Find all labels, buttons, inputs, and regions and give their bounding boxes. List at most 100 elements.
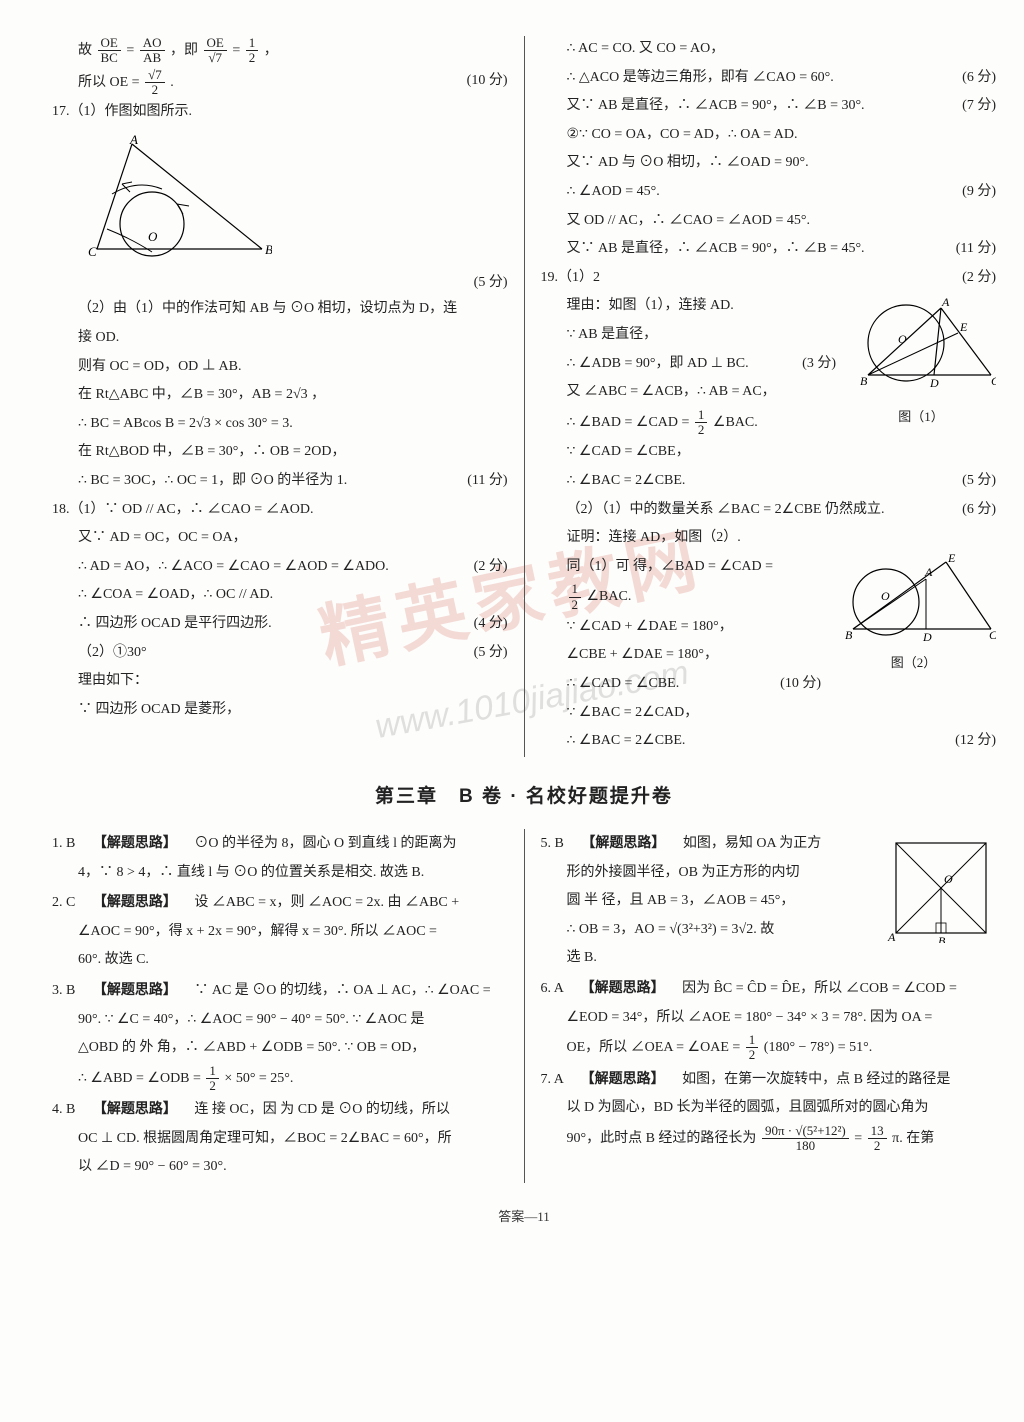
fraction: 12: [246, 36, 259, 66]
label: 【解题思路】: [93, 834, 177, 850]
text: 3. B: [52, 983, 89, 998]
fraction: 12: [206, 1064, 219, 1094]
score: (3 分): [802, 351, 836, 378]
text: ∵ AC 是 ⊙O 的切线，∴ OA ⊥ AC，∴ ∠OAC =: [180, 983, 490, 998]
figure-5-svg: O A B: [886, 833, 996, 943]
bottom-right-col: O A B 5. B 【解题思路】 如图，易知 OA 为正方 形的外接圆半径，O…: [527, 829, 997, 1183]
text: （2）（1）中的数量关系 ∠BAC = 2∠CBE 仍然成立.: [567, 502, 885, 517]
text: 设 ∠ABC = x，则 ∠AOC = 2x. 由 ∠ABC +: [180, 895, 459, 910]
score: (10 分): [467, 68, 508, 95]
line: 所以 OE = √72 . (10 分): [52, 68, 508, 98]
line: 又 OD // AC，∴ ∠CAO = ∠AOD = 45°.: [541, 208, 997, 235]
line: ∴ ∠AOD = 45°.(9 分): [541, 179, 997, 206]
score: (11 分): [467, 468, 507, 495]
line: 又∵ AD = OC，OC = OA，: [52, 525, 508, 552]
line: 4. B 【解题思路】 连 接 OC，因 为 CD 是 ⊙O 的切线，所以: [52, 1095, 508, 1124]
text: （2）①30°: [78, 645, 147, 660]
column-divider: [524, 829, 525, 1183]
figure-caption: 图（1）: [846, 405, 996, 430]
line: ∠AOC = 90°，得 x + 2x = 90°，解得 x = 30°. 所以…: [52, 919, 508, 946]
page-footer: 答案—11: [52, 1205, 996, 1230]
line: ∴ ∠BAC = 2∠CBE. (5 分): [541, 468, 997, 495]
score: (5 分): [474, 640, 508, 667]
fraction: OE√7: [204, 36, 227, 66]
line: 19.（1）2(2 分): [541, 265, 997, 292]
line: 以 ∠D = 90° − 60° = 30°.: [52, 1154, 508, 1181]
line: ∴ BC = ABcos B = 2√3 × cos 30° = 3.: [52, 411, 508, 438]
svg-text:O: O: [148, 229, 158, 244]
line: 则有 OC = OD，OD ⊥ AB.: [52, 354, 508, 381]
text: ∴ ∠BAD = ∠CAD =: [567, 415, 693, 430]
line: 选 B.: [541, 945, 997, 972]
line: ∴ AC = CO. 又 CO = AO，: [541, 36, 997, 63]
column-divider: [524, 36, 525, 757]
svg-text:A: A: [129, 134, 138, 147]
line: ∴ △ACO 是等边三角形，即有 ∠CAO = 60°.(6 分): [541, 65, 997, 92]
svg-text:E: E: [947, 554, 956, 565]
text: 所以 OE =: [78, 75, 143, 90]
text: 90°，此时点 B 经过的路径长为: [567, 1131, 760, 1146]
score: (2 分): [962, 265, 996, 292]
text: 因为 B̂C = ĈD = D̂E，所以 ∠COB = ∠COD =: [668, 981, 957, 996]
text: 又∵ AB 是直径，∴ ∠ACB = 90°，∴ ∠B = 45°.: [567, 241, 865, 256]
top-right-col: ∴ AC = CO. 又 CO = AO， ∴ △ACO 是等边三角形，即有 ∠…: [527, 36, 997, 757]
fraction: 12: [569, 582, 582, 612]
fraction: 132: [868, 1124, 887, 1154]
score: (2 分): [474, 554, 508, 581]
line: 在 Rt△BOD 中，∠B = 30°，∴ OB = 2OD，: [52, 439, 508, 466]
score: (5 分): [962, 468, 996, 495]
section-title: 第三章 B 卷 · 名校好题提升卷: [52, 779, 996, 815]
text: π. 在第: [892, 1131, 934, 1146]
text: ∴ BC = 3OC，∴ OC = 1，即 ⊙O 的半径为 1.: [78, 473, 347, 488]
svg-text:D: D: [922, 630, 932, 644]
top-left-col: 故 OEBC = AOAB ，即 OE√7 = 12 ， 所以 OE = √72…: [52, 36, 522, 757]
text: 如图，易知 OA 为正方: [669, 836, 821, 851]
fraction: √72: [145, 68, 165, 98]
svg-text:O: O: [898, 332, 907, 346]
text: 7. A: [541, 1072, 578, 1087]
svg-text:D: D: [929, 376, 939, 390]
score: (12 分): [955, 728, 996, 755]
line: 理由如下：: [52, 668, 508, 695]
figure-19-1: A B C D E O 图（1）: [846, 293, 996, 430]
text: ∠BAC.: [587, 589, 632, 604]
svg-text:B: B: [938, 934, 946, 943]
text: 又∵ AB 是直径，∴ ∠ACB = 90°，∴ ∠B = 30°.: [567, 98, 865, 113]
top-columns: 故 OEBC = AOAB ，即 OE√7 = 12 ， 所以 OE = √72…: [52, 36, 996, 757]
line: 7. A 【解题思路】 如图，在第一次旋转中，点 B 经过的路径是: [541, 1065, 997, 1094]
text: ∴ ∠BAC = 2∠CBE.: [567, 473, 686, 488]
line: 4，∵ 8 > 4，∴ 直线 l 与 ⊙O 的位置关系是相交. 故选 B.: [52, 860, 508, 887]
line: ∴ 四边形 OCAD 是平行四边形. (4 分): [52, 611, 508, 638]
text: .: [170, 75, 174, 90]
svg-text:O: O: [944, 872, 953, 886]
svg-text:B: B: [265, 242, 272, 257]
text: ∴ ∠CAD = ∠CBE.: [567, 676, 680, 691]
figure-5: O A B: [886, 833, 996, 943]
text: ∴ ∠BAC = 2∠CBE.: [567, 733, 686, 748]
line: 1. B 【解题思路】 ⊙O 的半径为 8，圆心 O 到直线 l 的距离为: [52, 829, 508, 858]
score: (10 分): [780, 671, 821, 698]
svg-text:B: B: [845, 628, 853, 642]
line: 2. C 【解题思路】 设 ∠ABC = x，则 ∠AOC = 2x. 由 ∠A…: [52, 888, 508, 917]
line: ∠EOD = 34°，所以 ∠AOE = 180° − 34° × 3 = 78…: [541, 1005, 997, 1032]
line: △OBD 的 外 角，∴ ∠ABD + ∠ODB = 50°. ∵ OB = O…: [52, 1035, 508, 1062]
line: 90°. ∵ ∠C = 40°，∴ ∠AOC = 90° − 40° = 50°…: [52, 1007, 508, 1034]
svg-text:C: C: [989, 628, 996, 642]
text: 连 接 OC，因 为 CD 是 ⊙O 的切线，所以: [180, 1102, 450, 1117]
text: OE，所以 ∠OEA = ∠OAE =: [567, 1040, 744, 1055]
line: OE，所以 ∠OEA = ∠OAE = 12 (180° − 78°) = 51…: [541, 1033, 997, 1063]
text: ，即: [170, 43, 198, 58]
figure-17-svg: A B C O: [82, 134, 272, 264]
line: ∴ ∠BAC = 2∠CBE. (12 分): [541, 728, 997, 755]
fraction: OEBC: [98, 36, 121, 66]
page-root: 精英家教网 www.1010jiajiao.com 故 OEBC = AOAB …: [0, 0, 1024, 1250]
score: (6 分): [962, 65, 996, 92]
fraction: 90π · √(5²+12²)180: [762, 1124, 849, 1154]
line: （2）（1）中的数量关系 ∠BAC = 2∠CBE 仍然成立.(6 分): [541, 497, 997, 524]
text: × 50° = 25°.: [224, 1071, 293, 1086]
line: 90°，此时点 B 经过的路径长为 90π · √(5²+12²)180 = 1…: [541, 1124, 997, 1154]
line: 证明：连接 AD，如图（2）.: [541, 525, 997, 552]
label: 【解题思路】: [581, 979, 665, 995]
score: (11 分): [956, 236, 996, 263]
score: (9 分): [962, 179, 996, 206]
